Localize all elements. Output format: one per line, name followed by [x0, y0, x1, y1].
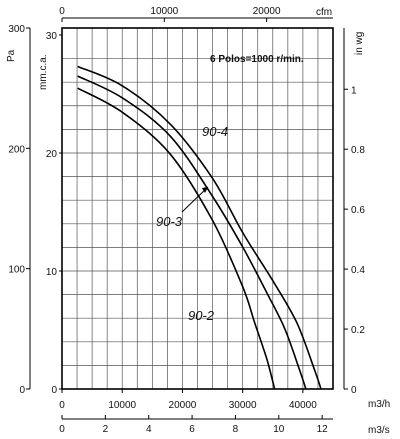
m3h-tick-label: 0 — [59, 400, 65, 411]
inwg-tick-label: 0.6 — [351, 205, 365, 216]
m3s-tick-label: 10 — [273, 424, 285, 435]
pa-tick-label: 0 — [19, 385, 25, 396]
curve-90-4 — [77, 65, 322, 390]
curve-90-3 — [77, 75, 307, 390]
pa-tick-label: 100 — [8, 265, 25, 276]
m3s-tick-label: 0 — [59, 424, 65, 435]
plot-frame — [61, 27, 334, 390]
curve-label-90-3: 90-3 — [156, 214, 183, 229]
leader-arrow-90-3 — [202, 187, 208, 193]
cfm-axis-label: cfm — [316, 7, 332, 18]
curve-label-90-4: 90-4 — [202, 124, 228, 139]
curve-label-90-2: 90-2 — [188, 308, 215, 323]
m3s-axis-label: m3/s — [368, 425, 390, 436]
inwg-tick-label: 0.4 — [351, 265, 365, 276]
grid-lines — [62, 28, 333, 389]
inwg-tick-label: 0 — [351, 385, 357, 396]
pa-axis-label: Pa — [6, 49, 17, 62]
m3s-tick-label: 6 — [189, 424, 195, 435]
speed-note: 6 Polos=1000 r/min. — [210, 54, 304, 65]
m3s-tick-label: 12 — [317, 424, 329, 435]
inwg-tick-label: 0.8 — [351, 145, 365, 156]
curve-90-2 — [77, 87, 276, 390]
mmca-tick-label: 30 — [46, 31, 58, 42]
cfm-tick-label: 0 — [59, 6, 65, 17]
m3s-tick-label: 8 — [233, 424, 239, 435]
inwg-tick-label: 1 — [351, 85, 357, 96]
m3h-tick-label: 10000 — [108, 400, 136, 411]
inwg-axis-label: in wg — [354, 32, 365, 55]
m3h-tick-label: 30000 — [229, 400, 257, 411]
mmca-tick-label: 10 — [46, 267, 58, 278]
leader-line-90-3 — [181, 186, 209, 213]
cfm-tick-label: 10000 — [150, 6, 178, 17]
cfm-tick-label: 20000 — [253, 6, 281, 17]
m3s-tick-label: 4 — [146, 424, 152, 435]
pa-tick-label: 200 — [8, 144, 25, 155]
inwg-tick-label: 0.2 — [351, 325, 365, 336]
pa-tick-label: 300 — [8, 24, 25, 35]
m3s-tick-label: 2 — [103, 424, 109, 435]
mmca-tick-label: 0 — [51, 385, 57, 396]
mmca-axis-label: mm.c.a. — [38, 54, 49, 90]
m3h-tick-label: 20000 — [169, 400, 197, 411]
m3h-axis-label: m3/h — [368, 399, 390, 410]
m3h-tick-label: 40000 — [289, 400, 317, 411]
mmca-tick-label: 20 — [46, 149, 58, 160]
